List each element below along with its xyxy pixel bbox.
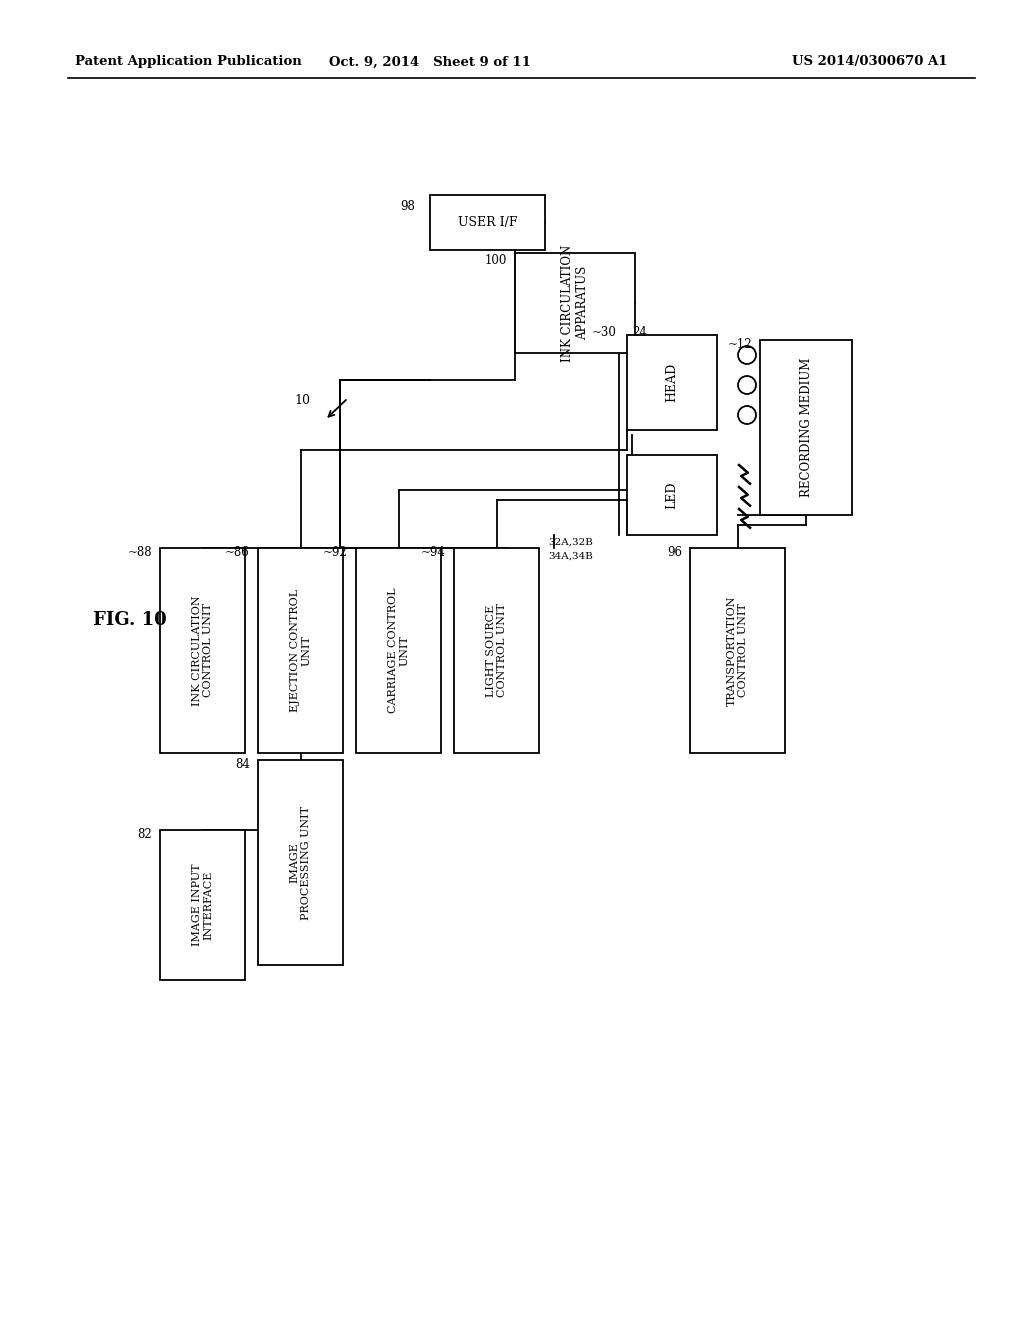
Text: 82: 82: [137, 828, 152, 841]
Text: LED: LED: [666, 482, 679, 508]
Text: 84: 84: [236, 758, 250, 771]
Text: EJECTION CONTROL
UNIT: EJECTION CONTROL UNIT: [290, 589, 311, 711]
Text: USER I/F: USER I/F: [458, 216, 517, 228]
Text: ~92: ~92: [324, 545, 348, 558]
Text: RECORDING MEDIUM: RECORDING MEDIUM: [800, 358, 812, 498]
Text: US 2014/0300670 A1: US 2014/0300670 A1: [793, 55, 948, 69]
Bar: [760, 341, 852, 515]
Text: ~30: ~30: [592, 326, 617, 338]
Text: CARRIAGE CONTROL
UNIT: CARRIAGE CONTROL UNIT: [388, 587, 410, 713]
Text: ~86: ~86: [225, 545, 250, 558]
Text: 34A,34B: 34A,34B: [548, 552, 593, 561]
Bar: [258, 760, 343, 965]
Text: ~88: ~88: [127, 545, 152, 558]
Text: 98: 98: [400, 201, 415, 214]
Text: INK CIRCULATION
CONTROL UNIT: INK CIRCULATION CONTROL UNIT: [191, 595, 213, 706]
Text: ~94: ~94: [421, 545, 446, 558]
Bar: [515, 253, 635, 352]
Text: IMAGE INPUT
INTERFACE: IMAGE INPUT INTERFACE: [191, 863, 213, 946]
Text: 32A,32B: 32A,32B: [548, 537, 593, 546]
Text: INK CIRCULATION
APPARATUS: INK CIRCULATION APPARATUS: [561, 244, 589, 362]
Bar: [627, 335, 717, 430]
Text: 100: 100: [484, 253, 507, 267]
Text: HEAD: HEAD: [666, 363, 679, 403]
Text: TRANSPORTATION
CONTROL UNIT: TRANSPORTATION CONTROL UNIT: [727, 595, 749, 706]
Bar: [627, 455, 717, 535]
Text: 96: 96: [667, 545, 682, 558]
Text: LIGHT SOURCE
CONTROL UNIT: LIGHT SOURCE CONTROL UNIT: [485, 603, 507, 697]
Bar: [160, 548, 245, 752]
Text: Patent Application Publication: Patent Application Publication: [75, 55, 302, 69]
Bar: [690, 548, 785, 752]
Text: IMAGE
PROCESSING UNIT: IMAGE PROCESSING UNIT: [290, 805, 311, 920]
Text: FIG. 10: FIG. 10: [93, 611, 167, 630]
Bar: [258, 548, 343, 752]
Bar: [430, 195, 545, 249]
Text: 10: 10: [294, 393, 310, 407]
Bar: [454, 548, 539, 752]
Bar: [160, 830, 245, 979]
Text: 24: 24: [632, 326, 647, 338]
Bar: [356, 548, 441, 752]
Text: Oct. 9, 2014   Sheet 9 of 11: Oct. 9, 2014 Sheet 9 of 11: [329, 55, 530, 69]
Text: ~12: ~12: [727, 338, 752, 351]
